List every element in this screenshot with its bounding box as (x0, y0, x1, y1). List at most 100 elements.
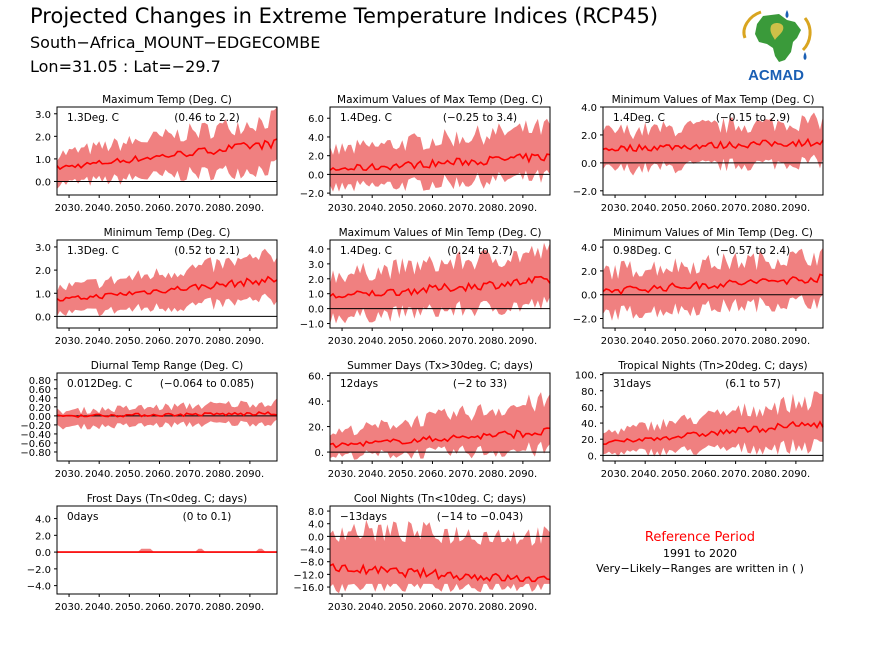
x-tick-label: 2070. (448, 336, 477, 347)
x-tick-label: 2050. (388, 203, 417, 214)
very-likely-ranges-note: Very−Likely−Ranges are written in ( ) (596, 562, 804, 575)
x-tick-label: 2050. (115, 602, 144, 613)
x-tick-label: 2080. (205, 336, 234, 347)
chart-panel-3: 3.0 2.0 1.0 0.0 2030. 2040. 2050. 2060. 2070. 208… (35, 227, 278, 347)
y-tick-label: 1.0 (308, 290, 324, 301)
x-tick-label: 2070. (721, 336, 750, 347)
x-tick-label: 2040. (85, 336, 114, 347)
x-tick-label: 2070. (175, 602, 204, 613)
x-tick-label: 2060. (145, 336, 174, 347)
x-tick-label: 2030. (328, 336, 357, 347)
x-tick-label: 2040. (631, 336, 660, 347)
station-name: South−Africa_MOUNT−EDGECOMBE (30, 33, 321, 52)
x-tick-label: 2070. (448, 602, 477, 613)
x-tick-label: 2060. (145, 203, 174, 214)
x-tick-label: 2070. (721, 469, 750, 480)
mean-change-label: 1.4Deg. C (340, 245, 392, 257)
x-tick-label: 2080. (751, 203, 780, 214)
x-tick-label: 2030. (55, 469, 84, 480)
plot-frame (56, 372, 278, 462)
y-tick-label: 0. (587, 451, 597, 462)
mean-change-label: 12days (340, 378, 378, 390)
x-tick-label: 2040. (358, 602, 387, 613)
x-tick-label: 2060. (418, 336, 447, 347)
x-tick-label: 2040. (85, 203, 114, 214)
x-tick-label: 2090. (236, 469, 265, 480)
median-line (602, 137, 824, 153)
y-tick-label: 2.0 (308, 275, 324, 286)
chart-title: Cool Nights (Tn<10deg. C; days) (354, 493, 526, 505)
x-tick-label: 2050. (388, 336, 417, 347)
chart-title: Diurnal Temp Range (Deg. C) (91, 360, 243, 372)
plot-frame (56, 505, 278, 595)
plot-frame (602, 239, 824, 329)
likely-range-band (330, 118, 550, 192)
chart-title: Tropical Nights (Tn>20deg. C; days) (617, 360, 807, 372)
x-tick-label: 2030. (55, 203, 84, 214)
y-tick-label: −2.0 (573, 314, 597, 325)
y-tick-label: −0.80 (20, 448, 51, 459)
likely-range-band (330, 242, 550, 325)
x-tick-label: 2090. (236, 336, 265, 347)
very-likely-range-label: (0.24 to 2.7) (447, 245, 513, 257)
y-tick-label: 20. (581, 435, 597, 446)
chart-title: Minimum Values of Max Temp (Deg. C) (612, 94, 815, 106)
x-tick-label: 2070. (448, 203, 477, 214)
median-line (329, 563, 551, 583)
y-tick-label: 2.0 (35, 531, 51, 542)
y-tick-label: 4.0 (581, 243, 597, 254)
chart-panel-1: 6.0 4.0 2.0 0.0 −2.0 2030. 2040. 2050. 2060. 2070… (300, 94, 551, 214)
very-likely-range-label: (0.52 to 2.1) (174, 245, 240, 257)
y-tick-label: 0.0 (35, 312, 51, 323)
x-tick-label: 2040. (631, 203, 660, 214)
x-tick-label: 2080. (205, 602, 234, 613)
chart-title: Maximum Temp (Deg. C) (102, 94, 232, 106)
mean-change-label: 0.98Deg. C (613, 245, 672, 257)
y-tick-label: 0.80 (29, 376, 51, 387)
x-tick-label: 2030. (601, 469, 630, 480)
mean-change-label: 1.3Deg. C (67, 245, 119, 257)
y-tick-label: −1.0 (300, 320, 324, 331)
chart-panel-8: 100.80.60.40.20.0.2030. 2040. 2050. 2060. 20… (575, 360, 824, 480)
y-tick-label: 2.0 (35, 132, 51, 143)
y-tick-label: −4.0 (27, 582, 51, 593)
y-tick-label: 4.0 (308, 133, 324, 144)
median-line (602, 273, 824, 296)
mean-change-label: 0.012Deg. C (67, 378, 132, 390)
y-tick-label: 4.0 (308, 520, 324, 531)
x-tick-label: 2030. (55, 336, 84, 347)
x-tick-label: 2080. (478, 203, 507, 214)
x-tick-label: 2080. (478, 469, 507, 480)
x-tick-label: 2090. (782, 336, 811, 347)
mean-change-label: 1.4Deg. C (340, 112, 392, 124)
y-tick-label: −12.0 (293, 570, 324, 581)
plot-frame (329, 239, 551, 329)
plot-frame (602, 372, 824, 462)
africa-map-icon (742, 10, 812, 62)
y-tick-label: 0.40 (29, 394, 51, 405)
very-likely-range-label: (6.1 to 57) (725, 378, 780, 390)
y-tick-label: 0.20 (29, 403, 51, 414)
mean-change-label: 31days (613, 378, 651, 390)
x-tick-label: 2080. (205, 469, 234, 480)
x-tick-label: 2030. (601, 336, 630, 347)
y-tick-label: 60. (308, 372, 324, 383)
chart-panel-6: 0.800.600.400.200.00−0.20−0.40−0.60−0.80… (20, 360, 278, 480)
x-tick-label: 2040. (85, 602, 114, 613)
y-tick-label: 0.00 (29, 412, 51, 423)
x-tick-label: 2050. (388, 469, 417, 480)
x-tick-label: 2070. (721, 203, 750, 214)
mean-change-label: 1.3Deg. C (67, 112, 119, 124)
chart-title: Minimum Temp (Deg. C) (104, 227, 231, 239)
x-tick-label: 2050. (661, 469, 690, 480)
y-tick-label: −2.0 (573, 187, 597, 198)
x-tick-label: 2060. (145, 469, 174, 480)
plot-frame (329, 505, 551, 595)
chart-panel-7: 60. 40. 20. 0. 2030. 2040. 2050. 2060. 2070. 2080… (308, 360, 551, 480)
x-tick-label: 2030. (601, 203, 630, 214)
very-likely-range-label: (0.46 to 2.2) (174, 112, 240, 124)
x-tick-label: 2060. (145, 602, 174, 613)
